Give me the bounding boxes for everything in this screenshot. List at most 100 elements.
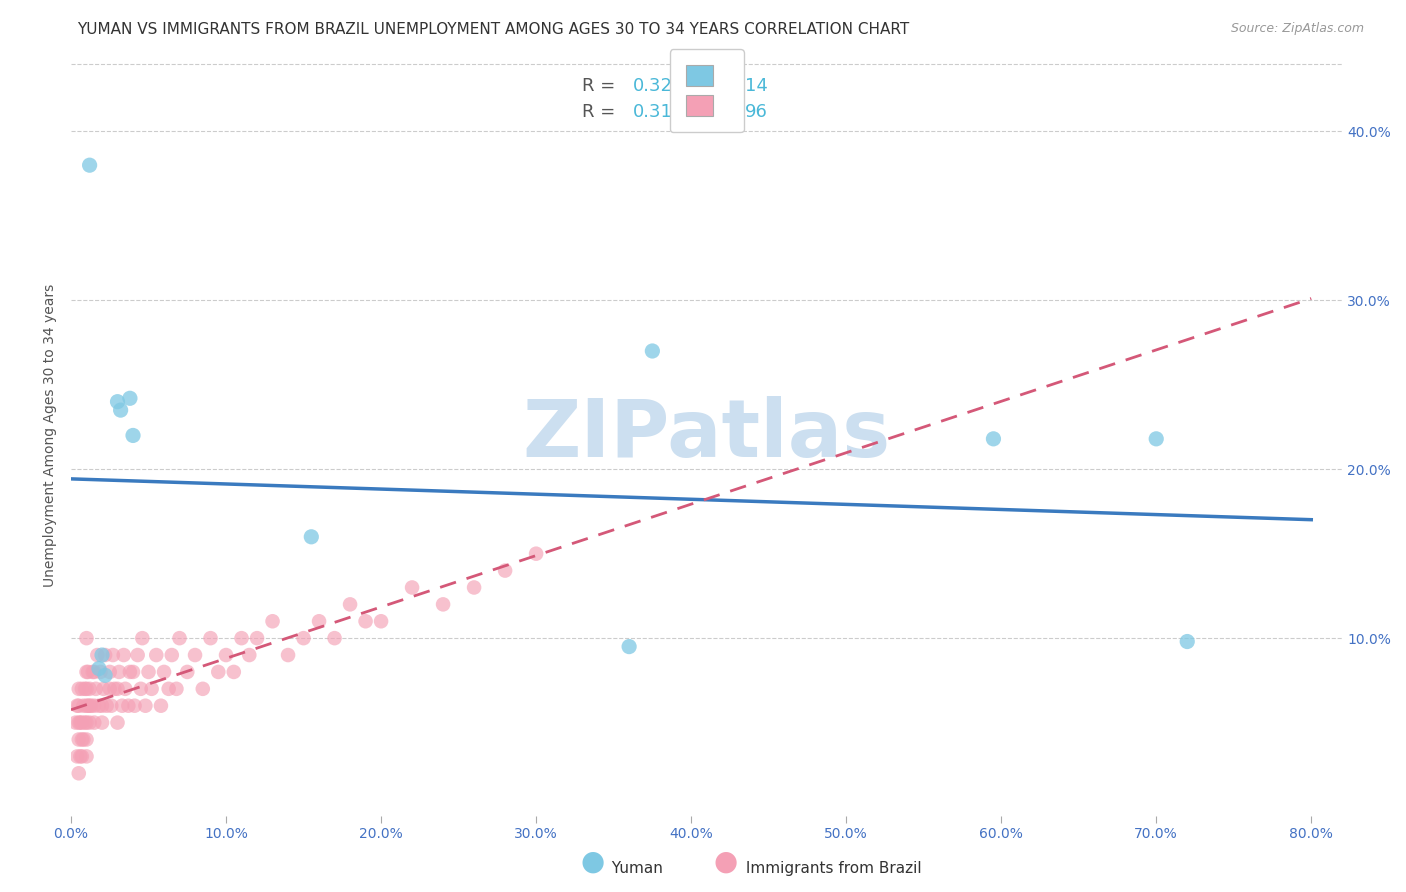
Text: YUMAN VS IMMIGRANTS FROM BRAZIL UNEMPLOYMENT AMONG AGES 30 TO 34 YEARS CORRELATI: YUMAN VS IMMIGRANTS FROM BRAZIL UNEMPLOY… xyxy=(77,22,910,37)
Point xyxy=(432,598,454,612)
Point xyxy=(91,698,114,713)
Point xyxy=(246,631,269,645)
Point xyxy=(82,665,104,679)
Point xyxy=(83,665,105,679)
Point xyxy=(76,749,98,764)
Y-axis label: Unemployment Among Ages 30 to 34 years: Unemployment Among Ages 30 to 34 years xyxy=(44,284,58,587)
Point xyxy=(77,698,100,713)
Point xyxy=(141,681,163,696)
Text: ●: ● xyxy=(714,848,738,876)
Point xyxy=(191,681,214,696)
Text: 0.325: 0.325 xyxy=(633,77,685,95)
Text: Source: ZipAtlas.com: Source: ZipAtlas.com xyxy=(1230,22,1364,36)
Point xyxy=(138,665,160,679)
Point xyxy=(617,640,640,654)
Point xyxy=(79,715,101,730)
Point xyxy=(149,698,172,713)
Point xyxy=(70,732,93,747)
Point xyxy=(86,648,108,662)
Point xyxy=(77,665,100,679)
Point xyxy=(70,715,93,730)
Point xyxy=(127,648,149,662)
Point xyxy=(339,598,361,612)
Point xyxy=(131,631,153,645)
Point xyxy=(107,394,129,409)
Point xyxy=(401,581,423,595)
Text: Yuman: Yuman xyxy=(607,861,664,876)
Text: N =: N = xyxy=(704,103,744,120)
Point xyxy=(641,343,664,358)
Point xyxy=(96,698,118,713)
Point xyxy=(262,614,284,628)
Point xyxy=(76,665,98,679)
Point xyxy=(299,530,322,544)
Point xyxy=(118,665,141,679)
Point xyxy=(66,749,89,764)
Point xyxy=(118,392,141,406)
Text: R =: R = xyxy=(582,77,621,95)
Text: ●: ● xyxy=(581,848,605,876)
Point xyxy=(292,631,315,645)
Point xyxy=(160,648,183,662)
Point xyxy=(222,665,245,679)
Point xyxy=(238,648,260,662)
Point xyxy=(83,715,105,730)
Text: N =: N = xyxy=(704,77,744,95)
Point xyxy=(70,681,93,696)
Point xyxy=(1175,634,1198,648)
Point xyxy=(277,648,299,662)
Point xyxy=(114,681,136,696)
Point xyxy=(91,648,114,662)
Point xyxy=(76,698,98,713)
Point xyxy=(67,698,90,713)
Text: ZIPatlas: ZIPatlas xyxy=(523,396,891,475)
Point xyxy=(108,665,131,679)
Point xyxy=(107,681,129,696)
Point xyxy=(79,158,101,172)
Text: 14: 14 xyxy=(745,77,768,95)
Point xyxy=(67,715,90,730)
Point xyxy=(98,665,121,679)
Point xyxy=(100,698,122,713)
Point xyxy=(83,698,105,713)
Text: 96: 96 xyxy=(745,103,768,120)
Point xyxy=(153,665,176,679)
Point xyxy=(200,631,222,645)
Point xyxy=(69,749,91,764)
Point xyxy=(67,766,90,780)
Point xyxy=(73,681,96,696)
Point xyxy=(76,631,98,645)
Point xyxy=(157,681,180,696)
Point xyxy=(111,698,134,713)
Point xyxy=(93,681,115,696)
Legend: , : , xyxy=(669,49,744,132)
Point xyxy=(67,681,90,696)
Point xyxy=(87,698,110,713)
Point xyxy=(176,665,198,679)
Point xyxy=(69,715,91,730)
Point xyxy=(494,564,516,578)
Point xyxy=(983,432,1005,446)
Point xyxy=(73,715,96,730)
Point xyxy=(94,668,117,682)
Point xyxy=(110,403,132,417)
Point xyxy=(76,681,98,696)
Point xyxy=(165,681,187,696)
Point xyxy=(72,732,94,747)
Point xyxy=(91,715,114,730)
Point xyxy=(215,648,238,662)
Point xyxy=(101,648,124,662)
Point xyxy=(463,581,485,595)
Point xyxy=(207,665,229,679)
Point xyxy=(169,631,191,645)
Point xyxy=(89,665,111,679)
Point xyxy=(354,614,377,628)
Point xyxy=(79,698,101,713)
Point xyxy=(184,648,207,662)
Point xyxy=(76,732,98,747)
Point xyxy=(1144,432,1167,446)
Point xyxy=(112,648,135,662)
Point xyxy=(145,648,167,662)
Point xyxy=(79,681,101,696)
Point xyxy=(124,698,146,713)
